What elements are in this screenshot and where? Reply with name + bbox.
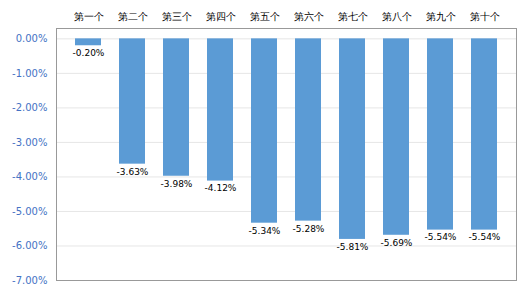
- svg-text:-2.00%: -2.00%: [12, 102, 47, 113]
- svg-text:第二个: 第二个: [118, 11, 148, 22]
- svg-text:-0.20%: -0.20%: [73, 48, 105, 58]
- svg-text:第三个: 第三个: [162, 11, 192, 22]
- svg-text:第四个: 第四个: [206, 11, 236, 22]
- svg-text:第八个: 第八个: [382, 11, 412, 22]
- svg-text:-4.12%: -4.12%: [205, 183, 237, 193]
- svg-text:第七个: 第七个: [338, 11, 368, 22]
- svg-text:-5.81%: -5.81%: [337, 242, 369, 252]
- svg-text:0.00%: 0.00%: [16, 33, 48, 44]
- svg-text:-4.00%: -4.00%: [12, 171, 47, 182]
- svg-text:-3.98%: -3.98%: [161, 179, 193, 189]
- svg-text:-3.00%: -3.00%: [12, 137, 47, 148]
- svg-text:-7.00%: -7.00%: [12, 275, 47, 286]
- svg-text:第六个: 第六个: [294, 11, 324, 22]
- svg-text:-5.34%: -5.34%: [249, 226, 281, 236]
- svg-text:-5.00%: -5.00%: [12, 206, 47, 217]
- svg-text:-5.69%: -5.69%: [381, 238, 413, 248]
- svg-text:第九个: 第九个: [426, 11, 456, 22]
- svg-text:-6.00%: -6.00%: [12, 240, 47, 251]
- svg-text:第十个: 第十个: [470, 11, 500, 22]
- svg-text:-5.54%: -5.54%: [469, 232, 501, 242]
- svg-text:-5.54%: -5.54%: [425, 232, 457, 242]
- svg-text:第五个: 第五个: [250, 11, 280, 22]
- svg-text:第一个: 第一个: [74, 11, 104, 22]
- svg-text:-5.28%: -5.28%: [293, 224, 325, 234]
- svg-text:-3.63%: -3.63%: [117, 167, 149, 177]
- svg-text:-1.00%: -1.00%: [12, 68, 47, 79]
